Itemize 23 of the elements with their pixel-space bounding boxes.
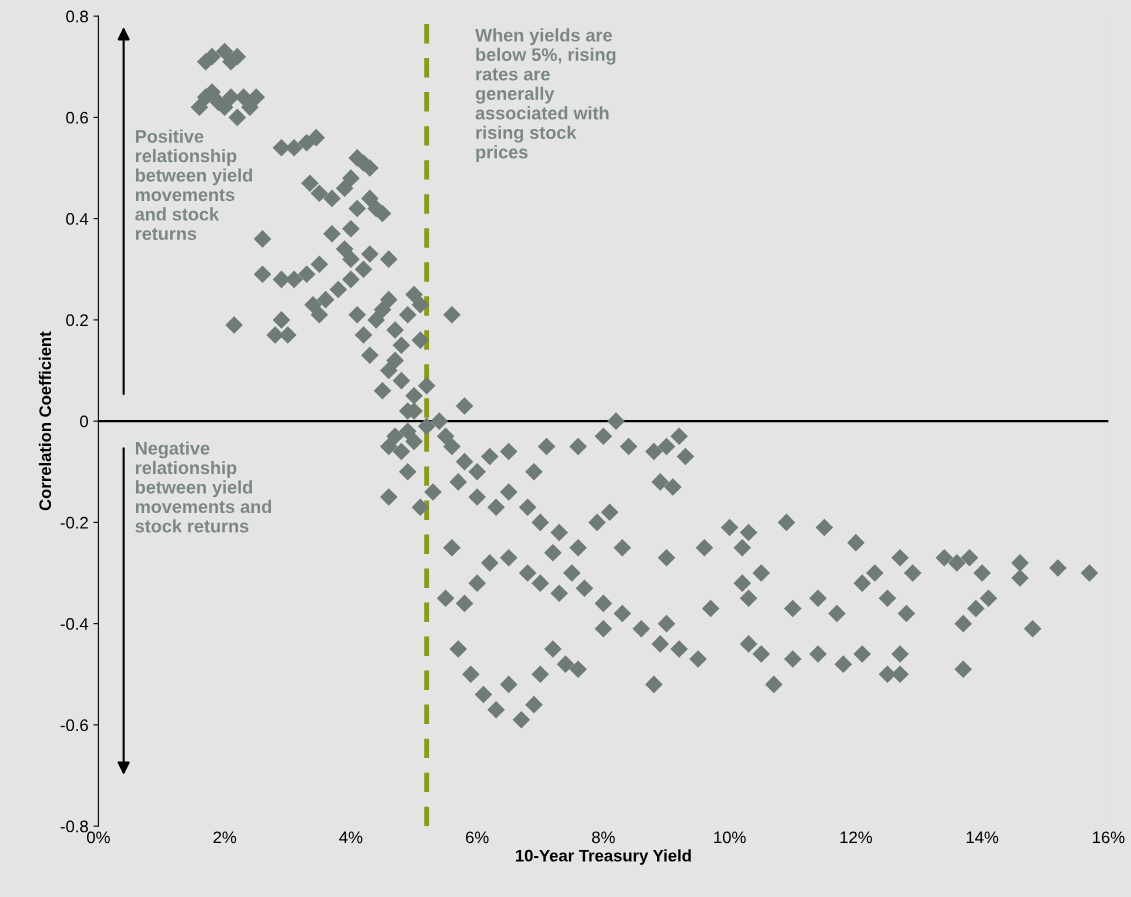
y-tick-label: 0.8 [66,10,88,23]
x-tick-label: 14% [966,831,999,844]
annotation: Negative relationship between yield movements and stock returns [135,441,272,533]
annotation: When yields are below 5%, rising rates are generally associated with rising stock prices [475,28,616,163]
x-tick-label: 10% [714,831,746,844]
y-tick-label: 0 [80,415,89,428]
y-tick-label: -0.6 [60,719,88,732]
x-tick-label: 12% [840,831,872,844]
y-tick-label: -0.2 [60,516,88,529]
y-axis-title: Correlation Coefficient [38,331,52,511]
y-tick-label: -0.4 [60,618,89,630]
x-tick-label: 4% [339,831,363,844]
x-tick-label: 2% [213,831,237,844]
x-tick-label: 8% [592,831,615,844]
y-tick-label: 0.4 [66,213,89,225]
y-tick-label: -0.8 [60,820,88,833]
y-tick-label: 0.2 [66,314,88,327]
x-tick-label: 16% [1092,831,1125,844]
x-axis-title: 10-Year Treasury Yield [515,849,691,865]
x-tick-label: 6% [465,831,489,844]
annotation: Positive relationship between yield movements and stock returns [135,129,252,241]
y-tick-label: 0.6 [66,111,88,124]
x-tick-label: 0% [87,831,110,844]
